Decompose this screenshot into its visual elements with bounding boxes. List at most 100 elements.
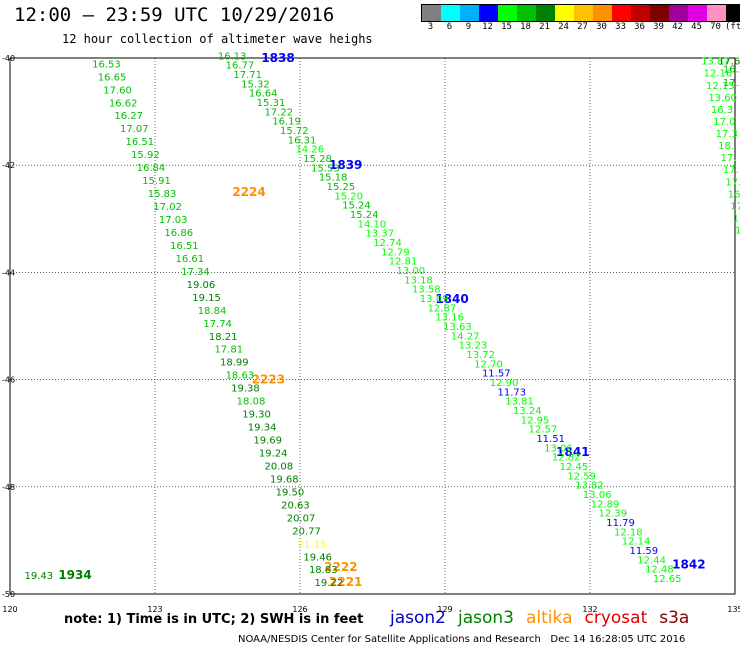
satellite-s3a: s3a [659, 608, 690, 628]
track-c-swh-value: 17.61 [718, 57, 740, 68]
track-b-swh-value: 12.81 [389, 257, 418, 268]
legend-label: (ft) [725, 22, 740, 32]
track-b-swh-value: 13.00 [396, 266, 425, 277]
lon-tick-label: 132 [582, 605, 597, 614]
track-b-swh-value: 13.81 [505, 397, 534, 408]
track-a-swh-value: 20.08 [264, 461, 293, 472]
track-c-swh-value: 16.29 [723, 65, 740, 76]
track-a-swh-value: 16.27 [114, 111, 143, 122]
track-a-swh-value: 16.62 [109, 98, 138, 109]
track-b-swh-value: 13.16 [435, 313, 464, 324]
track-c-swh-value: 16 [735, 226, 740, 237]
satellite-jason2: jason2 [390, 608, 446, 628]
track-c-swh-value: 13.60 [708, 93, 737, 104]
orbit-rev-number: 1842 [672, 558, 705, 572]
satellite-legend: jason2 jason3 altika cryosat s3a [390, 608, 701, 628]
lon-tick-label: 126 [292, 605, 307, 614]
track-a-swh-value: 17.60 [103, 85, 132, 96]
lat-tick-label: -50 [2, 590, 15, 599]
track-b-swh-value: 12.74 [373, 238, 402, 249]
legend-swatch [707, 5, 726, 21]
track-b-swh-value: 12.79 [381, 247, 410, 258]
lon-tick-label: 135 [727, 605, 740, 614]
legend-label: 27 [577, 22, 588, 32]
legend-swatch [593, 5, 612, 21]
track-c-swh-value: 17 [733, 213, 740, 224]
track-a-swh-value: 21.15 [298, 539, 327, 550]
track-a-swh-value: 15.91 [142, 176, 171, 187]
track-b-swh-value: 11.57 [482, 369, 511, 380]
track-a-swh-value: 19.46 [303, 552, 332, 563]
track-a-swh-value: 18.83 [309, 565, 338, 576]
track-b-swh-value: 13.24 [513, 406, 542, 417]
track-c-swh-value: 13.87 [701, 57, 730, 68]
track-c-swh-value: 17 [730, 201, 740, 212]
track-b-swh-value: 15.53 [311, 163, 340, 174]
track-b-swh-value: 16.19 [272, 117, 301, 128]
track-b-swh-value: 13.37 [365, 229, 394, 240]
satellite-altika: altika [526, 608, 573, 628]
track-c-swh-value: 17.0 [713, 117, 735, 128]
track-b-swh-value: 13.18 [404, 275, 433, 286]
legend-swatch [631, 5, 650, 21]
track-a-swh-value: 19.68 [270, 474, 299, 485]
track-a-swh-value: 20.63 [281, 500, 310, 511]
track-a-swh-value: 18.21 [209, 332, 238, 343]
track-b-swh-value: 13.58 [412, 285, 441, 296]
lon-tick-label: 129 [437, 605, 452, 614]
color-legend [421, 4, 740, 22]
lat-tick-label: -40 [2, 54, 15, 63]
lat-tick-label: -46 [2, 376, 15, 385]
track-b-swh-value: 15.28 [303, 154, 332, 165]
track-b-swh-value: 13.06 [583, 490, 612, 501]
lat-tick-label: -48 [2, 483, 15, 492]
legend-label: 45 [691, 22, 702, 32]
legend-swatch [422, 5, 441, 21]
track-b-swh-value: 11.59 [630, 546, 659, 557]
legend-label: 12 [482, 22, 493, 32]
legend-swatch [669, 5, 688, 21]
track-c-swh-value: 16.3 [711, 105, 733, 116]
track-b-swh-value: 15.18 [319, 173, 348, 184]
legend-label: 6 [446, 22, 453, 32]
orbit-rev-number: 2223 [252, 373, 285, 387]
track-b-swh-value: 12.59 [567, 471, 596, 482]
track-a-swh-value: 17.34 [181, 267, 210, 278]
track-b-swh-value: 17.71 [233, 70, 262, 81]
track-b-swh-value: 12.57 [529, 425, 558, 436]
track-c-swh-value: 12.16 [704, 69, 733, 80]
track-b-swh-value: 14.27 [451, 331, 480, 342]
lon-tick-label: 123 [147, 605, 162, 614]
track-a-swh-value: 19.50 [276, 487, 305, 498]
track-b-swh-value: 15.20 [334, 191, 363, 202]
legend-swatch [612, 5, 631, 21]
track-b-swh-value: 15.24 [342, 201, 371, 212]
legend-swatch [479, 5, 498, 21]
legend-label: 24 [558, 22, 569, 32]
map-title: 12:00 – 23:59 UTC 10/29/2016 [14, 4, 335, 26]
track-a-swh-value: 19.24 [259, 448, 288, 459]
orbit-rev-number: 2221 [329, 575, 362, 589]
satellite-jason3: jason3 [458, 608, 514, 628]
orbit-rev-number: 2222 [324, 560, 357, 574]
track-a-swh-value: 19.30 [242, 410, 271, 421]
track-b-swh-value: 13.63 [443, 322, 472, 333]
track-b-swh-value: 15.25 [327, 182, 356, 193]
track-c-swh-value: 17. [723, 165, 739, 176]
track-c-swh-value: 17. [725, 177, 740, 188]
track-a-swh-value: 16.86 [164, 228, 193, 239]
legend-label: 33 [615, 22, 626, 32]
track-b-swh-value: 16.13 [218, 51, 247, 62]
track-a-swh-value: 18.63 [226, 371, 255, 382]
track-b-swh-value: 12.44 [637, 555, 666, 566]
track-a-swh-value: 19.15 [192, 293, 221, 304]
track-a-swh-value: 20.77 [292, 526, 321, 537]
lon-tick-label: 120 [2, 605, 17, 614]
legend-swatch [726, 5, 740, 21]
track-b-swh-value: 12.87 [428, 303, 457, 314]
track-a-swh-value: 16.53 [92, 59, 121, 70]
track-b-swh-value: 13.82 [575, 481, 604, 492]
track-b-swh-value: 14.10 [358, 219, 387, 230]
orbit-rev-number: 1841 [556, 445, 589, 459]
track-b-swh-value: 11.51 [536, 434, 565, 445]
